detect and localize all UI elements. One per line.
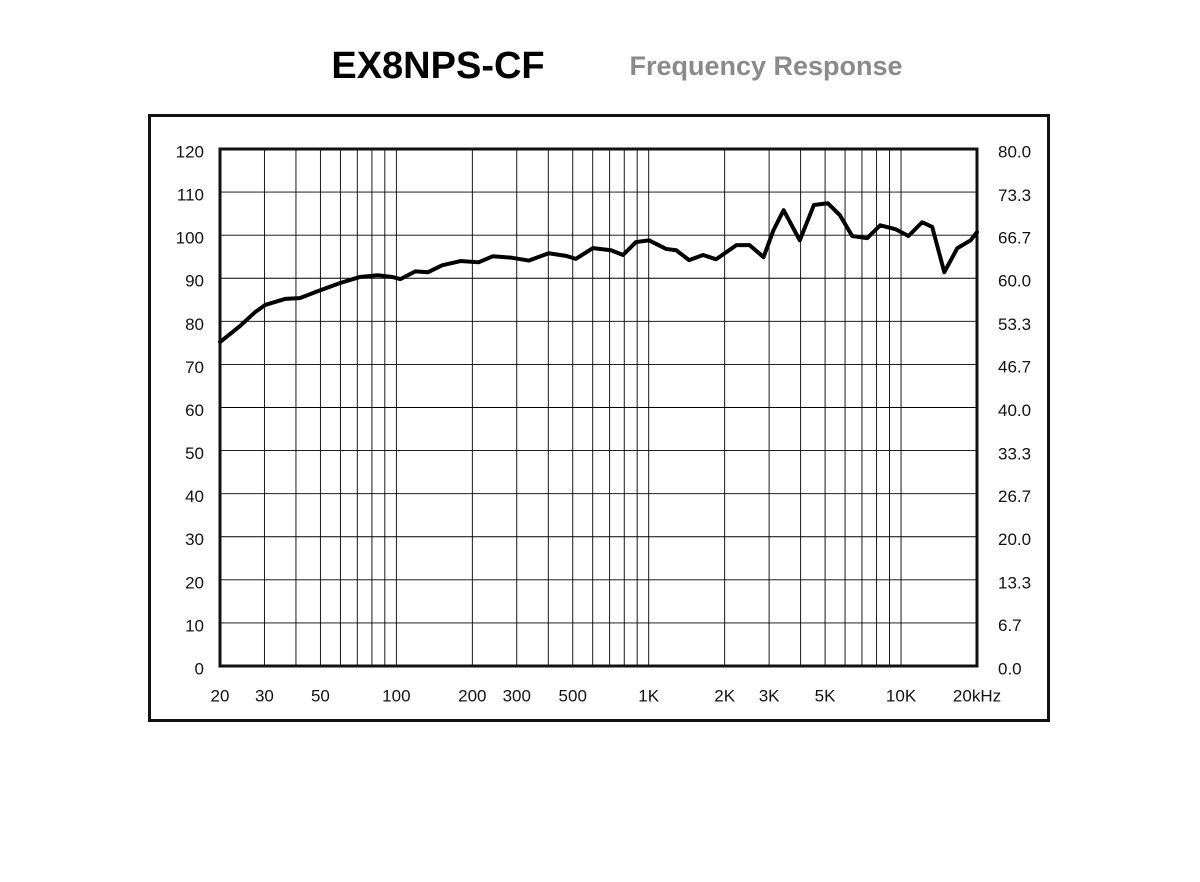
plot-border <box>218 147 979 668</box>
y-tick-label: 40 <box>185 487 204 506</box>
x-tick-label: 100 <box>382 686 410 705</box>
y2-tick-label: 53.3 <box>998 315 1031 334</box>
y-tick-label: 90 <box>185 272 204 291</box>
y-tick-label: 50 <box>185 444 204 463</box>
x-tick-label: 500 <box>559 686 587 705</box>
y-tick-label: 110 <box>177 186 204 205</box>
x-tick-label: 20 <box>211 686 230 705</box>
y2-tick-label: 40.0 <box>998 401 1031 420</box>
chart-title: EX8NPS-CF <box>331 45 544 87</box>
x-tick-label: 1K <box>638 686 659 705</box>
chart-subtitle: Frequency Response <box>629 51 902 81</box>
x-tick-label: 50 <box>311 686 330 705</box>
x-tick-label: 10K <box>886 686 917 705</box>
y2-tick-label: 6.7 <box>998 616 1022 635</box>
response-line <box>218 201 979 345</box>
y2-tick-label: 73.3 <box>998 186 1031 205</box>
y2-tick-label: 46.7 <box>998 358 1031 377</box>
y-tick-label: 80 <box>185 315 204 334</box>
y-tick-label: 120 <box>176 142 204 161</box>
y2-tick-label: 33.3 <box>998 444 1031 463</box>
y-tick-label: 0 <box>195 659 204 678</box>
y2-tick-label: 66.7 <box>998 228 1031 247</box>
x-tick-label: 200 <box>458 686 486 705</box>
frame <box>148 114 1050 722</box>
x-tick-label: 5K <box>815 686 836 705</box>
y-tick-label: 70 <box>185 358 204 377</box>
y2-tick-label: 0.0 <box>998 659 1022 678</box>
y-tick-label: 10 <box>185 616 204 635</box>
x-tick-label: 20kHz <box>953 686 1001 705</box>
x-tick-label: 300 <box>503 686 531 705</box>
y2-tick-label: 13.3 <box>998 574 1031 593</box>
x-tick-label: 30 <box>255 686 274 705</box>
y-tick-label: 100 <box>176 229 204 248</box>
y2-tick-label: 60.0 <box>998 272 1031 291</box>
y-tick-label: 60 <box>185 401 204 420</box>
grid <box>219 148 978 667</box>
x-tick-label: 3K <box>759 686 780 705</box>
y2-tick-label: 20.0 <box>998 530 1031 549</box>
y-tick-label: 30 <box>185 530 204 549</box>
y2-tick-label: 26.7 <box>998 487 1031 506</box>
x-tick-label: 2K <box>714 686 735 705</box>
y-tick-label: 20 <box>185 573 204 592</box>
y2-tick-label: 80.0 <box>998 142 1031 161</box>
